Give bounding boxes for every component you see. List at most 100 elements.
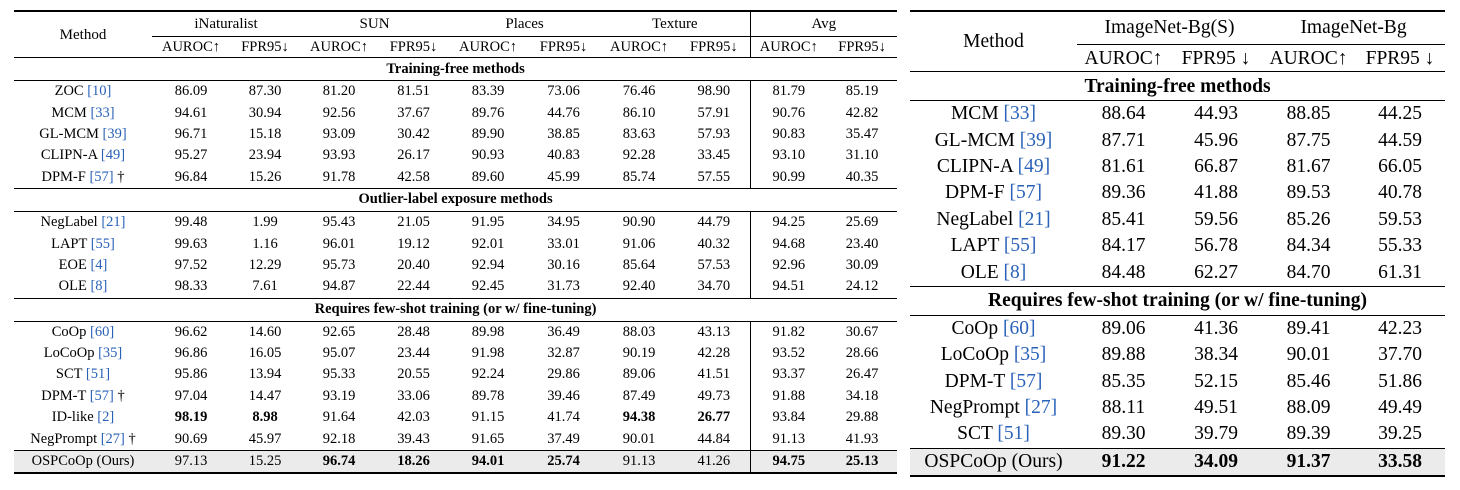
method-cell: SCT [51] (14, 364, 152, 385)
table-row: DPM-T [57] † 97.04 14.47 93.19 33.06 89.78 39.… (14, 385, 897, 408)
value-cell: 93.37 (749, 364, 828, 386)
value-cell: 96.84 (174, 168, 208, 185)
value-cell: 32.87 (547, 345, 580, 362)
citation-link[interactable]: [57] (89, 168, 114, 185)
citation-link[interactable]: [27] (100, 430, 125, 447)
citation-link[interactable]: [8] (90, 278, 108, 295)
value-cell: 41.93 (845, 430, 879, 447)
value-cell: 49.73 (697, 387, 731, 404)
value-cell: 90.19 (622, 345, 656, 362)
method-cell: LoCoOp [35] (14, 343, 152, 364)
value-cell: 93.10 (749, 145, 828, 167)
value-cell: 42.03 (397, 409, 430, 426)
citation-link[interactable]: [2] (97, 409, 115, 426)
citation-link[interactable]: [21] (1018, 208, 1051, 230)
citation-link[interactable]: [55] (90, 235, 115, 252)
value-cell: 30.09 (845, 256, 879, 273)
citation-link[interactable]: [35] (98, 345, 123, 362)
value-cell: 92.96 (749, 254, 828, 277)
value-cell: 81.67 (1286, 155, 1331, 177)
value-cell: 85.41 (1101, 208, 1146, 230)
value-cell: 94.01 (449, 449, 528, 475)
value-cell: 91.65 (471, 430, 505, 447)
citation-link[interactable]: [51] (85, 366, 111, 383)
value-cell: 95.43 (300, 210, 379, 234)
value-cell: 66.87 (1194, 155, 1238, 177)
section-title: Outlier-label exposure methods (14, 187, 898, 212)
citation-link[interactable]: [49] (100, 147, 126, 164)
citation-link[interactable]: [49] (1017, 155, 1051, 177)
method-name: NegLabel (936, 208, 1019, 230)
citation-link[interactable]: [8] (1003, 261, 1027, 283)
citation-link[interactable]: [35] (1013, 344, 1047, 366)
table-row: OSPCoOp (Ours) 97.13 15.25 96.74 18.26 94.01 2… (14, 449, 898, 475)
method-cell: CLIPN-A [49] (14, 145, 152, 166)
dagger-mark: † (124, 430, 136, 447)
imagenet-bg-results-table: Method ImageNet-Bg(S) ImageNet-Bg AUROC↑ FPR… (910, 10, 1446, 478)
table-row: NegLabel [21] 85.41 59.56 85.26 59.53 (910, 207, 1445, 233)
value-cell: 92.40 (622, 278, 656, 295)
section-title: Training-free methods (14, 57, 898, 81)
citation-link[interactable]: [57] (89, 387, 114, 404)
citation-link[interactable]: [51] (997, 423, 1030, 445)
value-cell: 95.33 (322, 366, 356, 383)
value-cell: 1.16 (252, 235, 278, 252)
citation-link[interactable]: [4] (90, 256, 108, 273)
value-cell: 92.28 (622, 147, 656, 164)
table-row: NegPrompt [27] † 90.69 45.97 92.18 39.43 91.6… (14, 428, 897, 451)
value-cell: 41.26 (678, 449, 751, 475)
citation-link[interactable]: [21] (101, 214, 126, 231)
dagger-mark: † (113, 387, 125, 404)
value-cell: 92.56 (322, 104, 356, 121)
citation-link[interactable]: [60] (90, 323, 115, 340)
value-cell: 87.30 (230, 80, 301, 103)
table-row: CoOp [60] 96.62 14.60 92.65 28.48 89.98 36.49 8… (14, 320, 898, 343)
citation-link[interactable]: [33] (90, 104, 115, 121)
citation-link[interactable]: [60] (1002, 317, 1036, 339)
method-cell: NegLabel [21] (14, 210, 152, 234)
value-cell: 38.85 (547, 125, 580, 142)
table-row: OLE [8] 98.33 7.61 94.87 22.44 92.45 31.73 92.4… (14, 276, 897, 299)
citation-link[interactable]: [27] (1024, 397, 1058, 419)
method-cell: NegPrompt [27] † (14, 428, 152, 450)
value-cell: 1.99 (230, 210, 301, 234)
value-cell: 30.67 (827, 320, 898, 343)
value-cell: 92.24 (471, 366, 505, 383)
value-cell: 76.46 (600, 80, 679, 103)
citation-link[interactable]: [57] (1009, 182, 1042, 204)
value-cell: 44.93 (1170, 100, 1262, 128)
value-cell: 19.12 (397, 235, 430, 252)
metric-header: FPR95 ↓ (1365, 47, 1435, 69)
value-cell: 93.93 (322, 147, 356, 164)
value-cell: 84.48 (1101, 261, 1146, 283)
method-name: MCM (51, 104, 91, 121)
value-cell: 91.88 (749, 385, 828, 408)
method-cell: NegLabel [21] (910, 207, 1077, 233)
citation-link[interactable]: [55] (1003, 235, 1037, 257)
value-cell: 98.90 (678, 80, 751, 103)
citation-link[interactable]: [39] (1019, 129, 1053, 151)
table-row: EOE [4] 97.52 12.29 95.73 20.40 92.94 30.16 85.… (14, 254, 897, 277)
value-cell: 39.25 (1378, 423, 1422, 445)
value-cell: 89.06 (1077, 314, 1170, 343)
value-cell: 87.49 (622, 387, 656, 404)
citation-link[interactable]: [57] (1009, 370, 1043, 392)
value-cell: 18.26 (378, 449, 450, 475)
method-name: CLIPN-A (40, 147, 101, 164)
table-row: CoOp [60] 89.06 41.36 89.41 42.23 (910, 314, 1446, 343)
table-row: DPM-T [57] 85.35 52.15 85.46 51.86 (910, 369, 1445, 395)
table-row: GL-MCM [39] 96.71 15.18 93.09 30.42 89.90 38.8… (14, 123, 897, 146)
value-cell: 89.30 (1101, 423, 1146, 445)
citation-link[interactable]: [39] (102, 125, 127, 142)
ood-results-table: Method iNaturalist SUN Places Texture Avg AURO… (14, 10, 898, 475)
method-cell: LAPT [55] (14, 233, 152, 254)
citation-link[interactable]: [10] (87, 83, 112, 100)
value-cell: 26.47 (845, 366, 879, 383)
value-cell: 28.48 (378, 320, 450, 343)
method-name: DPM-F (945, 182, 1010, 204)
value-cell: 15.26 (248, 168, 282, 185)
value-cell: 89.98 (449, 320, 528, 343)
citation-link[interactable]: [33] (1003, 103, 1037, 125)
value-cell: 95.07 (322, 345, 356, 362)
table-row: OSPCoOp (Ours) 91.22 34.09 91.37 33.58 (910, 447, 1446, 478)
